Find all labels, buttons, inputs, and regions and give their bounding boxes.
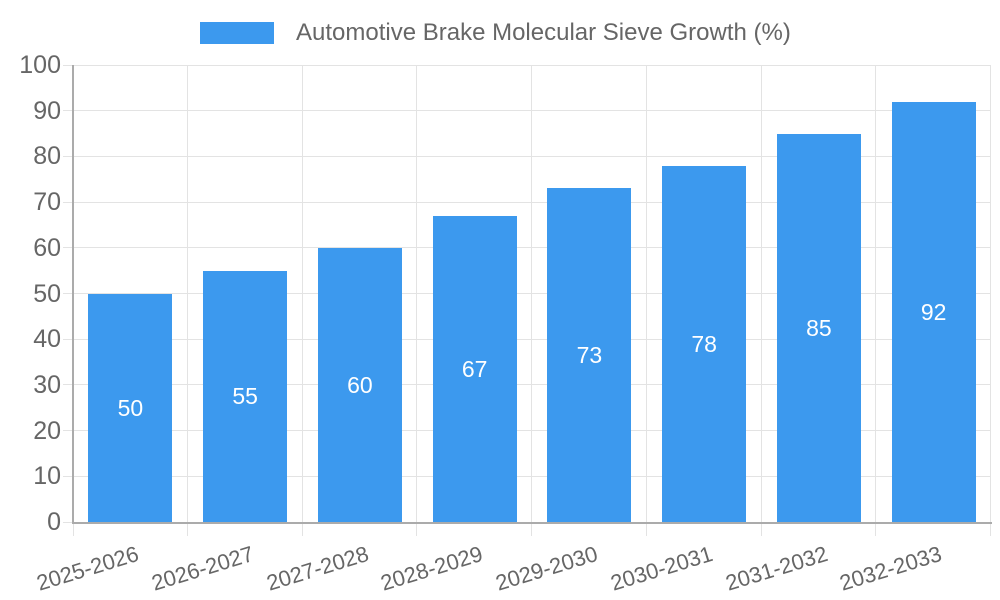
h-gridline xyxy=(63,430,991,432)
h-gridline xyxy=(63,475,991,477)
bar-2029-2030 xyxy=(547,188,632,522)
x-axis-line xyxy=(72,522,992,524)
h-gridline xyxy=(63,110,991,112)
y-axis-tick-label: 90 xyxy=(33,96,61,125)
h-gridline xyxy=(63,338,991,340)
h-gridline xyxy=(63,201,991,203)
y-axis-tick-label: 100 xyxy=(19,51,61,79)
v-gridline xyxy=(531,65,532,522)
x-axis-tick xyxy=(531,524,532,536)
bar-2027-2028 xyxy=(317,247,402,522)
bar-2026-2027 xyxy=(203,270,288,522)
bar-2031-2032 xyxy=(776,133,861,522)
v-gridline xyxy=(645,65,647,522)
x-axis-tick xyxy=(301,524,303,536)
y-axis-tick-label: 50 xyxy=(33,279,61,308)
x-axis-tick-label: 2032-2033 xyxy=(837,541,945,596)
plot-area: 0 10 20 30 40 50 60 70 80 90 100 50 2025-2026 55 2026-… xyxy=(19,51,992,596)
x-axis-tick xyxy=(73,524,74,536)
y-axis-line xyxy=(72,65,74,524)
y-axis-tick xyxy=(63,521,73,523)
h-gridline xyxy=(63,247,991,249)
bar-value-label: 55 xyxy=(232,383,258,410)
bar-2030-2031 xyxy=(662,165,747,522)
v-gridline xyxy=(990,65,991,522)
x-axis-tick xyxy=(990,524,991,536)
y-axis-tick-label: 70 xyxy=(33,188,61,217)
x-axis-tick-label: 2026-2027 xyxy=(148,541,257,596)
h-gridline xyxy=(63,155,991,157)
bar-value-label: 73 xyxy=(576,342,603,369)
bar-value-label: 50 xyxy=(117,394,144,421)
bar-value-label: 92 xyxy=(920,298,947,325)
bar-2028-2029 xyxy=(432,215,517,522)
legend-swatch xyxy=(200,22,274,44)
y-axis-tick-label: 40 xyxy=(33,325,61,354)
x-axis-tick-label: 2028-2029 xyxy=(378,541,486,596)
legend-label: Automotive Brake Molecular Sieve Growth … xyxy=(296,19,791,46)
x-axis-tick xyxy=(875,524,877,536)
h-gridline xyxy=(63,293,991,294)
bar-value-label: 78 xyxy=(691,330,717,357)
bar-2025-2026 xyxy=(88,293,173,522)
y-axis-tick-label: 60 xyxy=(33,233,61,262)
h-gridline xyxy=(63,64,991,66)
x-axis-tick-label: 2027-2028 xyxy=(263,541,372,596)
bar-value-label: 67 xyxy=(461,355,488,382)
x-axis-tick xyxy=(760,524,762,536)
x-axis-tick-label: 2031-2032 xyxy=(722,541,831,596)
bar-value-label: 85 xyxy=(806,314,832,341)
bar-value-label: 60 xyxy=(347,371,373,398)
bar-2032-2033 xyxy=(891,101,976,522)
x-axis-tick-label: 2029-2030 xyxy=(492,541,601,596)
y-axis-tick-label: 30 xyxy=(33,370,61,399)
v-gridline xyxy=(186,65,188,522)
x-axis-tick xyxy=(645,524,647,536)
y-axis-tick-label: 10 xyxy=(33,462,61,491)
v-gridline xyxy=(875,65,877,522)
x-axis-tick xyxy=(416,524,418,536)
x-axis-tick-label: 2030-2031 xyxy=(607,541,716,596)
y-axis-tick-label: 80 xyxy=(33,142,61,171)
x-axis-tick xyxy=(186,524,188,536)
legend-item[interactable]: Automotive Brake Molecular Sieve Growth … xyxy=(200,19,791,47)
v-gridline xyxy=(416,65,418,522)
h-gridline xyxy=(63,384,991,386)
x-axis-tick-label: 2025-2026 xyxy=(33,541,142,596)
y-axis-tick-label: 20 xyxy=(33,416,61,445)
v-gridline xyxy=(301,65,303,522)
y-axis-tick-label: 0 xyxy=(47,508,61,536)
v-gridline xyxy=(760,65,762,522)
